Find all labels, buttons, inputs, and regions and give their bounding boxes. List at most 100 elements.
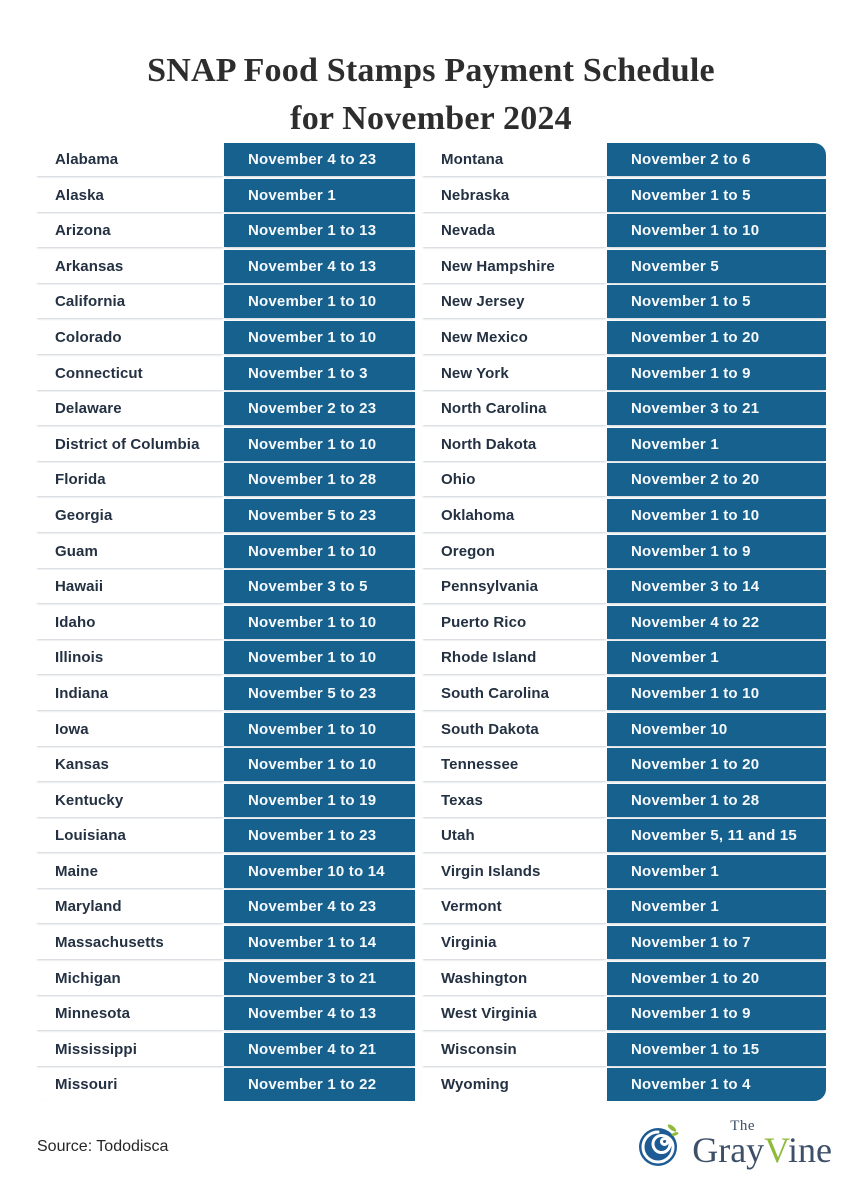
date-cell: November 1: [607, 890, 826, 924]
state-cell: New York: [422, 356, 607, 390]
state-cell: North Carolina: [422, 392, 607, 426]
state-cell: South Carolina: [422, 676, 607, 710]
column-gap: [415, 463, 422, 496]
date-cell: November 1 to 10: [224, 320, 415, 354]
date-cell: November 1 to 20: [607, 320, 826, 354]
date-cell: November 1 to 14: [224, 926, 415, 960]
column-gap: [415, 179, 422, 212]
date-cell: November 1 to 10: [607, 498, 826, 532]
state-cell: New Jersey: [422, 285, 607, 319]
page-title-line-1: SNAP Food Stamps Payment Schedule: [147, 51, 715, 89]
state-cell: North Dakota: [422, 427, 607, 461]
column-gap: [415, 535, 422, 568]
state-cell: Alabama: [36, 143, 224, 176]
logo-gray: Gray: [692, 1130, 765, 1171]
date-cell: November 1 to 9: [607, 356, 826, 390]
date-cell: November 4 to 23: [224, 143, 415, 176]
state-cell: Tennessee: [422, 748, 607, 782]
date-cell: November 1: [607, 854, 826, 888]
leaf-icon: [667, 1124, 677, 1132]
date-cell: November 1 to 10: [224, 285, 415, 319]
date-cell: November 5, 11 and 15: [607, 819, 826, 853]
grayvine-wordmark: The GrayVine: [692, 1119, 832, 1171]
state-cell: Iowa: [36, 712, 224, 746]
state-cell: Nevada: [422, 214, 607, 248]
state-cell: Maryland: [36, 890, 224, 924]
state-cell: Virginia: [422, 926, 607, 960]
state-cell: District of Columbia: [36, 427, 224, 461]
state-cell: Oklahoma: [422, 498, 607, 532]
state-cell: Georgia: [36, 498, 224, 532]
page-title: SNAP Food Stamps Payment Schedule for No…: [0, 47, 862, 144]
state-cell: Vermont: [422, 890, 607, 924]
date-cell: November 1 to 10: [224, 641, 415, 675]
schedule-table: Alabama November 4 to 23 Montana November 2…: [36, 143, 826, 1102]
date-cell: November 3 to 21: [224, 961, 415, 995]
state-cell: New Hampshire: [422, 249, 607, 283]
column-gap: [415, 357, 422, 390]
column-gap: [415, 641, 422, 674]
source-attribution: Source: Tododisca: [37, 1138, 169, 1155]
state-cell: Hawaii: [36, 570, 224, 604]
state-cell: Oregon: [422, 534, 607, 568]
logo-main-text: GrayVine: [692, 1130, 832, 1171]
column-gap: [415, 997, 422, 1030]
date-cell: November 5 to 23: [224, 498, 415, 532]
date-cell: November 1 to 20: [607, 961, 826, 995]
date-cell: November 1 to 5: [607, 178, 826, 212]
column-gap: [415, 214, 422, 247]
date-cell: November 1 to 23: [224, 819, 415, 853]
column-gap: [415, 713, 422, 746]
date-cell: November 3 to 14: [607, 570, 826, 604]
state-cell: South Dakota: [422, 712, 607, 746]
date-cell: November 4 to 13: [224, 249, 415, 283]
column-gap: [415, 784, 422, 817]
state-cell: Pennsylvania: [422, 570, 607, 604]
date-cell: November 3 to 21: [607, 392, 826, 426]
date-cell: November 1: [607, 427, 826, 461]
date-cell: November 1 to 4: [607, 1068, 826, 1102]
date-cell: November 1 to 13: [224, 214, 415, 248]
date-cell: November 1 to 22: [224, 1068, 415, 1102]
date-cell: November 4 to 22: [607, 605, 826, 639]
state-cell: Washington: [422, 961, 607, 995]
state-cell: Alaska: [36, 178, 224, 212]
date-cell: November 1 to 10: [607, 214, 826, 248]
leaf-icon: [671, 1132, 679, 1136]
date-cell: November 1 to 5: [607, 285, 826, 319]
column-gap: [415, 250, 422, 283]
state-cell: Michigan: [36, 961, 224, 995]
column-gap: [415, 428, 422, 461]
column-gap: [415, 392, 422, 425]
state-cell: Virgin Islands: [422, 854, 607, 888]
state-cell: Idaho: [36, 605, 224, 639]
date-cell: November 1 to 10: [224, 427, 415, 461]
state-cell: Louisiana: [36, 819, 224, 853]
date-cell: November 2 to 23: [224, 392, 415, 426]
date-cell: November 10 to 14: [224, 854, 415, 888]
state-cell: Montana: [422, 143, 607, 176]
date-cell: November 1 to 28: [224, 463, 415, 497]
state-cell: Florida: [36, 463, 224, 497]
date-cell: November 10: [607, 712, 826, 746]
date-cell: November 1 to 19: [224, 783, 415, 817]
date-cell: November 1 to 28: [607, 783, 826, 817]
state-cell: Nebraska: [422, 178, 607, 212]
state-cell: Rhode Island: [422, 641, 607, 675]
state-cell: Massachusetts: [36, 926, 224, 960]
column-gap: [415, 748, 422, 781]
column-gap: [415, 570, 422, 603]
column-gap: [415, 143, 422, 176]
date-cell: November 1 to 3: [224, 356, 415, 390]
date-cell: November 1 to 9: [607, 534, 826, 568]
state-cell: Guam: [36, 534, 224, 568]
date-cell: November 2 to 20: [607, 463, 826, 497]
date-cell: November 1 to 10: [607, 676, 826, 710]
state-cell: Puerto Rico: [422, 605, 607, 639]
column-gap: [415, 285, 422, 318]
state-cell: Kansas: [36, 748, 224, 782]
state-cell: Illinois: [36, 641, 224, 675]
state-cell: Ohio: [422, 463, 607, 497]
date-cell: November 5 to 23: [224, 676, 415, 710]
state-cell: Delaware: [36, 392, 224, 426]
